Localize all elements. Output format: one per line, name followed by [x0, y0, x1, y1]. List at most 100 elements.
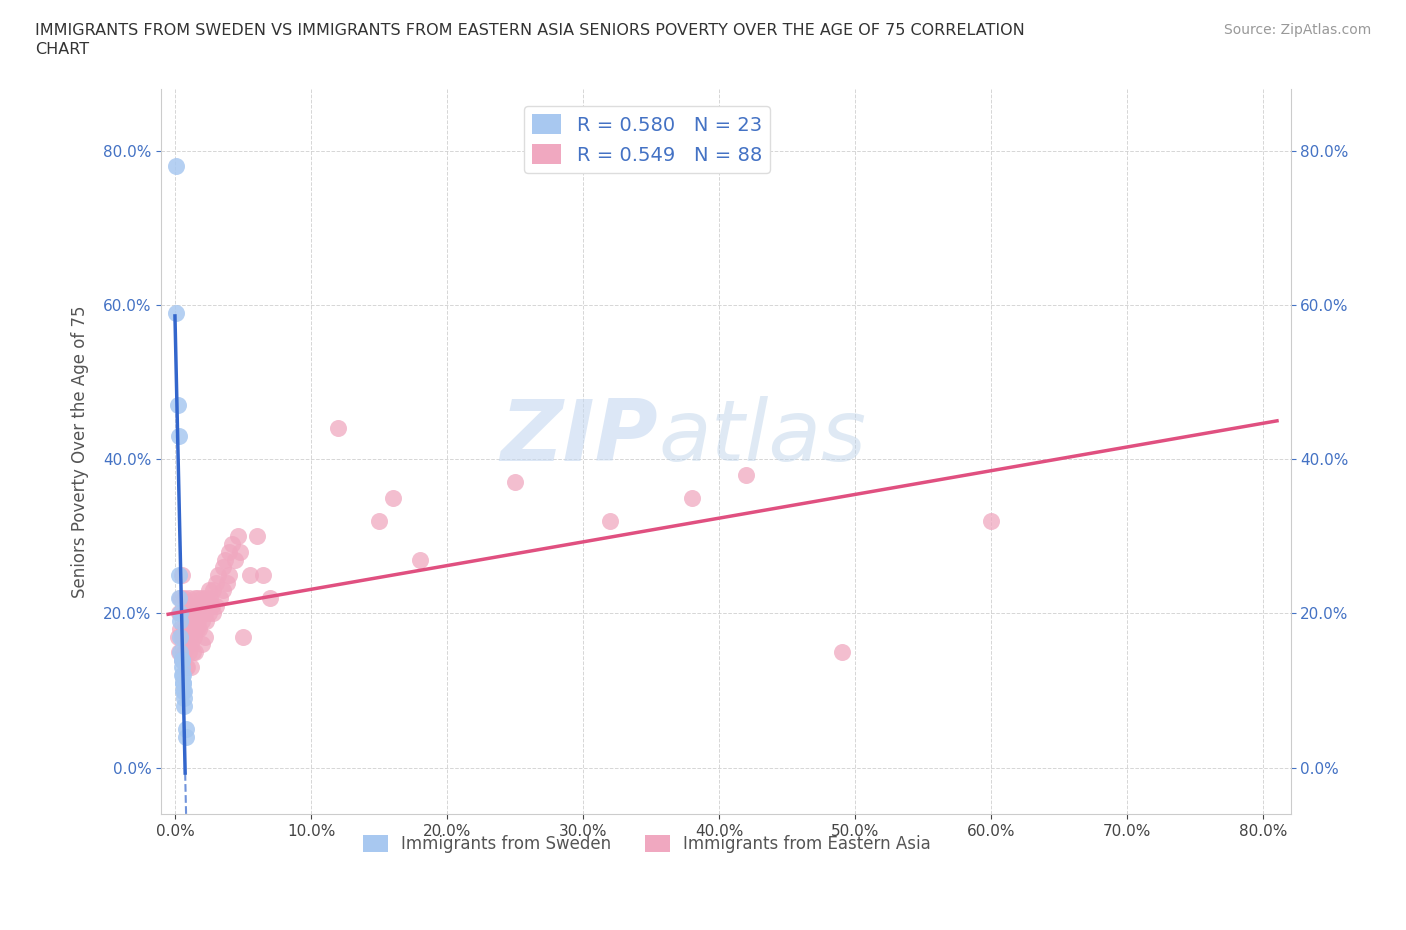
- Point: [200, 591, 222, 605]
- Point: [224, 552, 246, 567]
- Point: [188, 621, 211, 636]
- Legend: Immigrants from Sweden, Immigrants from Eastern Asia: Immigrants from Sweden, Immigrants from …: [356, 829, 938, 860]
- Point: [177, 621, 200, 636]
- Point: [218, 544, 240, 559]
- Point: [503, 475, 526, 490]
- Point: [170, 652, 193, 667]
- Point: [174, 606, 197, 621]
- Point: [211, 583, 233, 598]
- Point: [172, 675, 194, 690]
- Point: [191, 614, 214, 629]
- Point: [681, 490, 703, 505]
- Point: [190, 606, 212, 621]
- Text: atlas: atlas: [658, 395, 866, 479]
- Point: [735, 467, 758, 482]
- Point: [187, 614, 209, 629]
- Point: [170, 668, 193, 683]
- Point: [181, 621, 204, 636]
- Point: [229, 544, 252, 559]
- Point: [170, 629, 193, 644]
- Point: [174, 722, 197, 737]
- Point: [204, 598, 226, 613]
- Point: [170, 567, 193, 582]
- Point: [218, 567, 240, 582]
- Point: [409, 552, 432, 567]
- Point: [180, 660, 202, 675]
- Point: [183, 606, 205, 621]
- Point: [187, 591, 209, 605]
- Point: [173, 591, 195, 605]
- Point: [181, 598, 204, 613]
- Point: [208, 591, 231, 605]
- Point: [197, 598, 219, 613]
- Point: [173, 621, 195, 636]
- Text: ZIP: ZIP: [501, 395, 658, 479]
- Point: [172, 606, 194, 621]
- Y-axis label: Seniors Poverty Over the Age of 75: Seniors Poverty Over the Age of 75: [72, 305, 89, 598]
- Point: [204, 575, 226, 590]
- Point: [195, 591, 218, 605]
- Point: [198, 583, 221, 598]
- Point: [186, 621, 208, 636]
- Point: [180, 637, 202, 652]
- Point: [368, 513, 391, 528]
- Point: [170, 660, 193, 675]
- Point: [221, 537, 243, 551]
- Point: [184, 644, 207, 659]
- Point: [186, 598, 208, 613]
- Point: [195, 614, 218, 629]
- Point: [170, 652, 193, 667]
- Point: [239, 567, 262, 582]
- Point: [980, 513, 1002, 528]
- Text: Source: ZipAtlas.com: Source: ZipAtlas.com: [1223, 23, 1371, 37]
- Point: [167, 429, 190, 444]
- Point: [252, 567, 274, 582]
- Point: [184, 621, 207, 636]
- Point: [172, 683, 194, 698]
- Point: [172, 675, 194, 690]
- Point: [191, 637, 214, 652]
- Point: [169, 606, 191, 621]
- Point: [245, 529, 267, 544]
- Point: [201, 598, 224, 613]
- Point: [165, 305, 187, 320]
- Point: [172, 668, 194, 683]
- Point: [169, 644, 191, 659]
- Point: [194, 606, 217, 621]
- Point: [226, 529, 249, 544]
- Point: [177, 644, 200, 659]
- Point: [174, 629, 197, 644]
- Point: [180, 606, 202, 621]
- Point: [599, 513, 621, 528]
- Point: [173, 644, 195, 659]
- Point: [181, 644, 204, 659]
- Point: [215, 575, 238, 590]
- Point: [173, 698, 195, 713]
- Point: [167, 606, 190, 621]
- Point: [193, 598, 215, 613]
- Point: [169, 621, 191, 636]
- Point: [172, 652, 194, 667]
- Point: [179, 629, 201, 644]
- Text: CHART: CHART: [35, 42, 89, 57]
- Point: [176, 637, 198, 652]
- Point: [169, 591, 191, 605]
- Point: [169, 629, 191, 644]
- Point: [176, 660, 198, 675]
- Point: [172, 629, 194, 644]
- Point: [176, 614, 198, 629]
- Point: [207, 567, 229, 582]
- Point: [191, 591, 214, 605]
- Point: [232, 629, 254, 644]
- Point: [381, 490, 404, 505]
- Point: [183, 629, 205, 644]
- Point: [831, 644, 853, 659]
- Point: [166, 398, 188, 413]
- Point: [167, 644, 190, 659]
- Point: [202, 606, 225, 621]
- Point: [174, 729, 197, 744]
- Point: [167, 591, 190, 605]
- Point: [177, 591, 200, 605]
- Point: [170, 652, 193, 667]
- Point: [167, 567, 190, 582]
